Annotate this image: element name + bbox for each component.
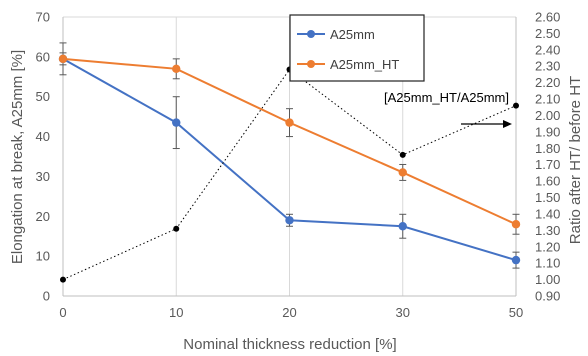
y-right-tick-label-1.10: 1.10	[535, 256, 560, 271]
legend-box	[289, 14, 425, 82]
point-a25mm-30	[398, 222, 407, 231]
y-left-tick-label-50: 50	[36, 89, 50, 104]
point-a25mm-20	[285, 216, 294, 225]
point-a25mm-ht-a25mm-0	[60, 276, 66, 283]
point-a25mm-ht-a25mm-50	[513, 102, 519, 109]
y-left-tick-label-70: 70	[36, 10, 50, 25]
point-a25mm-ht-a25mm-30	[399, 151, 406, 158]
ratio-annotation: [A25mm_HT/A25mm]	[384, 90, 509, 105]
y-left-tick-label-40: 40	[36, 129, 50, 144]
y-right-tick-label-1.70: 1.70	[535, 157, 560, 172]
y-right-tick-label-2.30: 2.30	[535, 59, 560, 74]
y-left-tick-label-60: 60	[36, 49, 50, 64]
x-tick-label-50: 50	[509, 305, 523, 320]
y-left-tick-label-30: 30	[36, 169, 50, 184]
y-right-tick-label-2.10: 2.10	[535, 92, 560, 107]
point-a25mm-ht-30	[398, 168, 407, 177]
x-tick-label-20: 20	[282, 305, 296, 320]
y-right-tick-label-2.60: 2.60	[535, 10, 560, 25]
y-right-tick-label-0.90: 0.90	[535, 289, 560, 304]
y-right-tick-label-1.30: 1.30	[535, 223, 560, 238]
point-a25mm-ht-50	[511, 220, 521, 229]
x-tick-label-30: 30	[396, 305, 410, 320]
y-right-tick-label-1.60: 1.60	[535, 174, 560, 189]
point-a25mm-ht-10	[172, 64, 181, 74]
y-right-tick-label-1.90: 1.90	[535, 124, 560, 139]
y-left-tick-label-20: 20	[36, 209, 50, 224]
x-tick-label-0: 0	[59, 305, 66, 320]
y-axis-right-label: Ratio after HT/ before HT	[567, 76, 584, 244]
point-a25mm-ht-a25mm-10	[173, 225, 180, 232]
legend-marker-a25mm-ht	[307, 60, 315, 68]
legend-label-a25mm-ht: A25mm_HT	[330, 57, 399, 72]
y-right-tick-label-1.80: 1.80	[535, 141, 560, 156]
y-axis-left-label: Elongation at break, A25mm [%]	[9, 50, 26, 264]
y-right-tick-label-2.20: 2.20	[535, 75, 560, 90]
point-a25mm-ht-0	[58, 54, 68, 64]
tick-labels: 0 10 20 30 50 0 10 20 30 40 50 60 70 0.90 1.001.10 1.20…	[36, 10, 561, 321]
y-right-tick-label-2.50: 2.50	[535, 26, 560, 41]
y-right-tick-label-2.40: 2.40	[535, 42, 560, 57]
x-axis-label: Nominal thickness reduction [%]	[183, 336, 396, 353]
y-right-tick-label-2.00: 2.00	[535, 108, 560, 123]
x-tick-label-10: 10	[169, 305, 183, 320]
y-right-tick-label-1.40: 1.40	[535, 206, 560, 221]
y-right-tick-label-1.20: 1.20	[535, 239, 560, 254]
point-a25mm-50	[511, 255, 521, 265]
legend: A25mm A25mm_HT	[289, 14, 425, 82]
y-left-tick-label-0: 0	[43, 289, 50, 304]
y-right-tick-label-1.00: 1.00	[535, 272, 560, 287]
legend-label-a25mm: A25mm	[330, 27, 375, 42]
legend-marker-a25mm	[307, 30, 315, 38]
y-left-tick-label-10: 10	[36, 249, 50, 264]
series-layer	[58, 42, 521, 283]
point-a25mm-10	[172, 118, 181, 127]
ratio-annotation-arrowhead	[503, 120, 512, 128]
y-right-tick-label-1.50: 1.50	[535, 190, 560, 205]
point-a25mm-ht-20	[285, 118, 294, 127]
